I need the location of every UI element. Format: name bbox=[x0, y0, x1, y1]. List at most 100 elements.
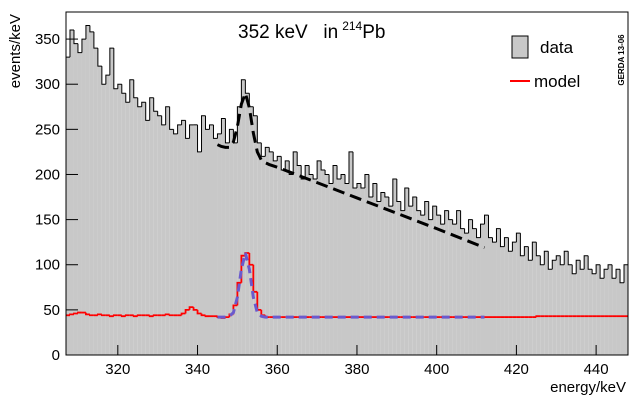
histogram-outline bbox=[129, 79, 134, 103]
histogram-outline bbox=[432, 205, 437, 220]
histogram-bar bbox=[345, 183, 349, 355]
histogram-bar bbox=[133, 97, 138, 355]
histogram-outline bbox=[113, 48, 118, 90]
histogram-outline bbox=[197, 124, 202, 153]
histogram-outline bbox=[388, 197, 393, 207]
histogram-outline bbox=[368, 174, 373, 198]
histogram-outline bbox=[320, 160, 326, 171]
histogram-bar bbox=[560, 264, 565, 355]
histogram-outline bbox=[181, 119, 186, 125]
fit-curve bbox=[216, 88, 486, 249]
histogram-outline bbox=[364, 173, 369, 189]
histogram-outline bbox=[121, 84, 126, 94]
histogram-bar bbox=[504, 237, 509, 355]
histogram-outline bbox=[308, 165, 314, 175]
histogram-outline bbox=[543, 250, 549, 265]
y-axis-title: events/keV bbox=[7, 14, 24, 88]
y-tick-label: 300 bbox=[35, 76, 60, 93]
model-step bbox=[248, 253, 254, 266]
y-tick-label: 0 bbox=[52, 347, 60, 364]
histogram-bar bbox=[524, 246, 529, 355]
x-tick-label: 360 bbox=[265, 361, 290, 378]
histogram-outline bbox=[105, 74, 110, 85]
histogram-bar bbox=[568, 264, 573, 355]
histogram-outline bbox=[408, 188, 413, 207]
histogram-bar bbox=[364, 174, 369, 355]
histogram-bar bbox=[548, 269, 553, 355]
histogram-bar bbox=[352, 188, 357, 355]
histogram-outline bbox=[619, 269, 625, 284]
histogram-bar bbox=[476, 237, 481, 355]
model-step bbox=[73, 312, 78, 315]
histogram-bar bbox=[392, 178, 397, 355]
model-step bbox=[200, 313, 206, 317]
histogram-bar bbox=[181, 120, 186, 355]
histogram-bar bbox=[380, 192, 385, 355]
histogram-bar bbox=[337, 178, 342, 355]
model-step bbox=[124, 314, 130, 317]
histogram-bar bbox=[277, 156, 282, 355]
histogram-bar bbox=[436, 215, 441, 355]
histogram-bar bbox=[556, 255, 561, 355]
histogram-outline bbox=[280, 156, 286, 171]
model-step bbox=[132, 315, 138, 318]
histogram-bar bbox=[309, 174, 314, 355]
histogram-outline bbox=[117, 83, 122, 89]
histogram-bar bbox=[416, 210, 421, 355]
histogram-outline bbox=[153, 97, 158, 112]
plot-frame bbox=[65, 11, 629, 356]
histogram-outline bbox=[304, 164, 310, 179]
model-step bbox=[196, 309, 202, 315]
histogram-bar bbox=[261, 156, 266, 355]
histogram-outline bbox=[161, 115, 166, 126]
histogram-outline bbox=[149, 97, 154, 121]
histogram-bar bbox=[285, 160, 290, 355]
histogram-outline bbox=[201, 115, 206, 152]
histogram-bar bbox=[540, 264, 545, 355]
histogram-bar bbox=[293, 151, 298, 355]
histogram-outline bbox=[205, 115, 210, 130]
histogram-outline bbox=[296, 151, 302, 166]
histogram-outline bbox=[348, 151, 353, 184]
model-step bbox=[96, 313, 102, 316]
histogram-outline bbox=[89, 25, 94, 33]
histogram-bar bbox=[141, 102, 146, 356]
histogram-bar bbox=[448, 219, 453, 355]
histogram-bar bbox=[341, 174, 346, 355]
model-step bbox=[136, 314, 142, 317]
histogram-outline bbox=[69, 29, 74, 58]
histogram-bar bbox=[368, 197, 373, 355]
histogram-bar bbox=[404, 188, 409, 355]
histogram-bar bbox=[253, 115, 258, 355]
histogram-outline bbox=[503, 237, 509, 247]
histogram-bar bbox=[620, 282, 625, 355]
side-label: GERDA 13-06 bbox=[617, 34, 626, 86]
histogram-outline bbox=[567, 251, 573, 266]
histogram-outline bbox=[312, 174, 318, 180]
histogram-outline bbox=[328, 174, 334, 184]
histogram-outline bbox=[372, 183, 377, 198]
histogram-outline bbox=[85, 25, 90, 40]
histogram-bar bbox=[105, 75, 110, 356]
x-tick-label: 320 bbox=[105, 361, 130, 378]
histogram-bar bbox=[508, 251, 513, 355]
histogram-bar bbox=[85, 25, 90, 355]
histogram-outline bbox=[208, 124, 214, 130]
histogram-bar bbox=[536, 255, 541, 355]
histogram-outline bbox=[292, 151, 298, 175]
histogram-outline bbox=[240, 79, 246, 107]
histogram-bar bbox=[488, 237, 493, 355]
histogram-outline bbox=[244, 79, 250, 94]
histogram-bar bbox=[305, 165, 310, 355]
histogram-outline bbox=[340, 173, 346, 179]
model-step bbox=[69, 313, 74, 316]
histogram-outline bbox=[109, 47, 114, 76]
histogram-outline bbox=[515, 232, 521, 243]
histogram-outline bbox=[400, 201, 405, 212]
histogram-outline bbox=[224, 118, 230, 144]
histogram-outline bbox=[173, 129, 178, 135]
histogram-bar bbox=[584, 255, 589, 355]
histogram-outline bbox=[228, 128, 234, 143]
histogram-outline bbox=[212, 124, 218, 139]
histogram-bar bbox=[161, 124, 166, 355]
